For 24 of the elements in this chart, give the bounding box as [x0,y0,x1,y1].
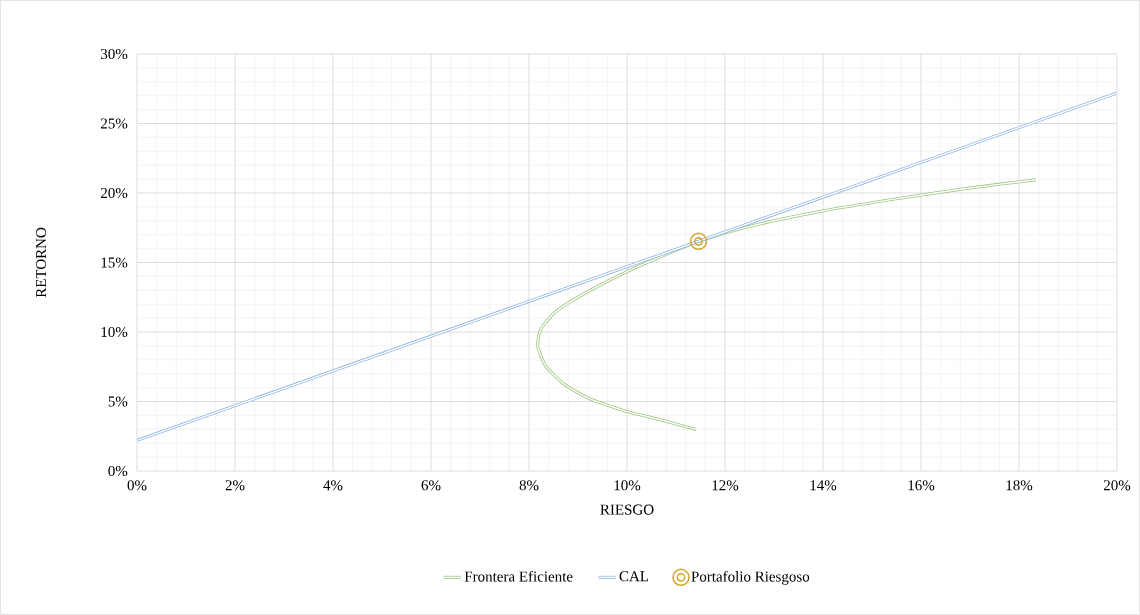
x-tick-label: 6% [421,480,441,491]
y-tick-label: 25% [100,118,128,129]
x-tick-label: 4% [323,480,343,491]
y-tick-label: 5% [108,396,128,407]
x-tick-label: 14% [810,480,837,491]
x-axis-title: RIESGO [600,504,654,515]
y-axis-title: RETORNO [36,227,47,298]
y-tick-label: 0% [108,465,128,477]
x-tick-label: 18% [1006,480,1033,491]
y-tick-label: 30% [101,48,128,60]
line-series [536,178,1038,431]
y-tick-label: 20% [100,187,128,199]
legend-label: Portafolio Riesgoso [691,570,810,585]
x-tick-label: 20% [1103,480,1131,491]
y-tick-label: 15% [101,257,128,268]
x-tick-label: 10% [614,480,641,491]
legend-label: Frontera Eficiente [464,570,573,582]
y-tick-label: 10% [101,326,128,338]
x-tick-label: 2% [225,480,245,491]
x-tick-label: 0% [127,480,147,491]
x-tick-label: 8% [519,480,539,491]
legend-label: CAL [619,571,649,582]
x-tick-label: 16% [908,480,935,491]
x-tick-label: 12% [712,480,739,491]
